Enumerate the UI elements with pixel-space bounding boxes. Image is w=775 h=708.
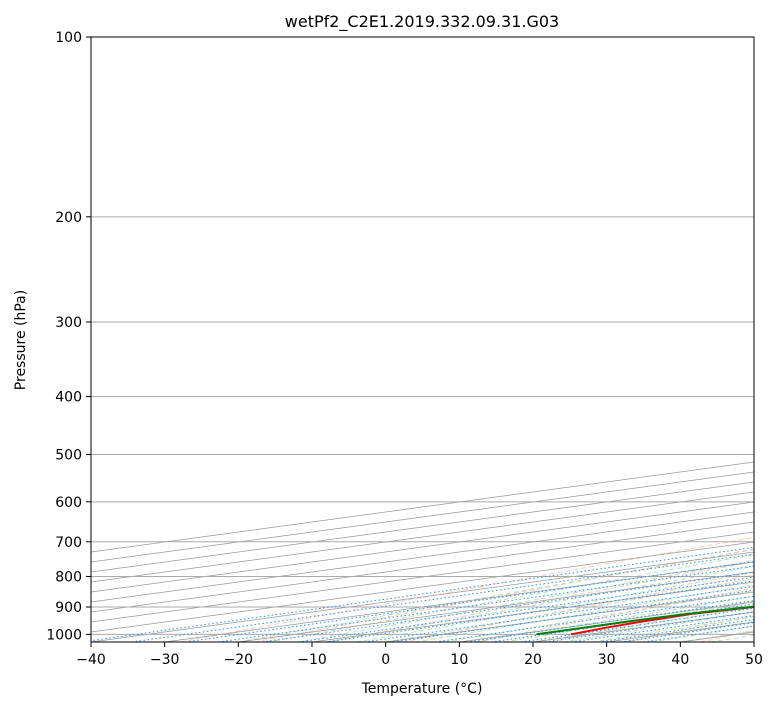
plot-area [91, 37, 754, 642]
dewpoint-profile [536, 605, 754, 636]
isotherm-line [311, 581, 754, 642]
mixing-ratio-line [298, 576, 754, 642]
isotherm-line [753, 641, 754, 642]
dry-adiabat [699, 630, 754, 642]
moist-adiabat [621, 621, 754, 642]
y-tick-label: 900 [55, 600, 82, 616]
isotherm-line [91, 481, 754, 573]
isotherm-line [91, 521, 754, 613]
x-tick-label: 10 [450, 652, 468, 668]
x-tick-label: −20 [224, 652, 254, 668]
y-tick-label: 100 [55, 30, 82, 46]
isotherm-line [91, 491, 754, 583]
y-tick-label: 700 [55, 535, 82, 551]
mixing-ratio-line [364, 585, 754, 642]
moist-adiabat [267, 554, 754, 642]
dry-adiabat [254, 548, 754, 642]
mixing-ratio-line [325, 580, 754, 642]
isotherm-line [91, 531, 754, 623]
y-tick-label: 400 [55, 390, 82, 406]
y-tick-label: 600 [55, 495, 82, 511]
y-axis-title: Pressure (hPa) [13, 290, 29, 390]
dry-adiabat [551, 601, 754, 642]
moist-adiabat [532, 606, 754, 642]
y-tick-label: 500 [55, 448, 82, 464]
x-tick-label: −10 [297, 652, 327, 668]
x-tick-label: 50 [745, 652, 763, 668]
isotherm-line [91, 511, 754, 603]
x-tick-label: 30 [598, 652, 616, 668]
dry-adiabat [328, 561, 754, 642]
isotherm-line [385, 591, 754, 642]
dry-adiabat [179, 536, 754, 642]
mixing-ratio-line [91, 546, 754, 642]
dry-adiabat [476, 587, 754, 642]
axes: -100-90-80-70-60-50-40-30-20-10102030400… [46, 30, 763, 668]
moist-adiabat [503, 601, 754, 642]
dry-adiabat [402, 574, 754, 642]
temperature-profile [570, 605, 754, 636]
x-tick-label: 40 [671, 652, 689, 668]
plot-frame [90, 36, 755, 643]
isotherm-line [91, 551, 754, 642]
isotherm-line [91, 541, 754, 633]
x-axis-title: Temperature (°C) [361, 681, 483, 697]
moist-adiabat [356, 572, 754, 642]
y-tick-label: 1000 [46, 627, 82, 643]
x-tick-label: −40 [76, 652, 106, 668]
moist-adiabat [415, 584, 754, 642]
isotherm-line [91, 501, 754, 593]
mixing-ratio-line [393, 589, 754, 642]
y-tick-label: 300 [55, 315, 82, 331]
moist-adiabat [385, 578, 754, 642]
y-tick-label: 800 [55, 569, 82, 585]
isotherm-line [532, 611, 754, 642]
moist-adiabat [474, 595, 754, 642]
isotherm-line [91, 471, 754, 563]
x-tick-label: 0 [381, 652, 390, 668]
y-tick-label: 200 [55, 210, 82, 226]
isotherm-line [606, 621, 754, 642]
dry-adiabat [625, 615, 754, 642]
isotherm-line [91, 461, 754, 553]
x-tick-label: 20 [524, 652, 542, 668]
x-tick-label: −30 [150, 652, 180, 668]
chart-title: wetPf2_C2E1.2019.332.09.31.G03 [285, 12, 559, 32]
moist-adiabat [650, 625, 754, 642]
